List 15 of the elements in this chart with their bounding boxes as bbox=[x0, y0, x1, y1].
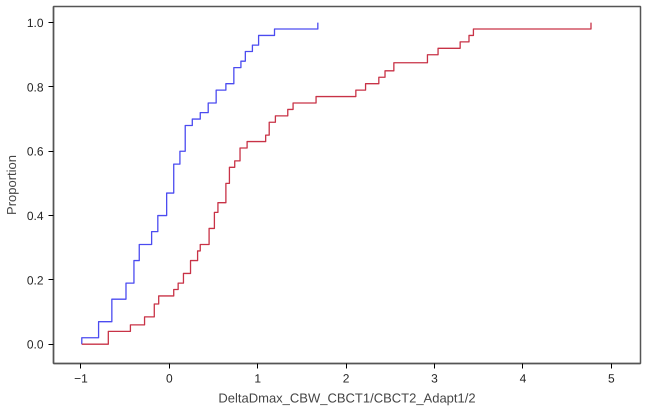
x-axis-title: DeltaDmax_CBW_CBCT1/CBCT2_Adapt1/2 bbox=[218, 390, 476, 406]
y-tick-label: 0.8 bbox=[26, 80, 44, 94]
y-tick-label: 0.4 bbox=[26, 209, 44, 224]
y-tick-label: 0.6 bbox=[26, 144, 44, 159]
x-tick-label: 3 bbox=[431, 372, 438, 386]
y-tick-label: 0.0 bbox=[26, 338, 44, 352]
y-tick-label: 0.2 bbox=[26, 273, 44, 288]
x-tick-label: 0 bbox=[166, 372, 173, 386]
x-tick-label: 4 bbox=[520, 372, 527, 386]
y-axis-title: Proportion bbox=[4, 155, 19, 215]
x-tick-label: −1 bbox=[74, 372, 88, 386]
y-tick-label: 1.0 bbox=[26, 16, 44, 30]
x-tick-label: 1 bbox=[254, 372, 262, 386]
x-tick-label: 5 bbox=[608, 372, 615, 386]
x-tick-label: 2 bbox=[342, 372, 350, 386]
